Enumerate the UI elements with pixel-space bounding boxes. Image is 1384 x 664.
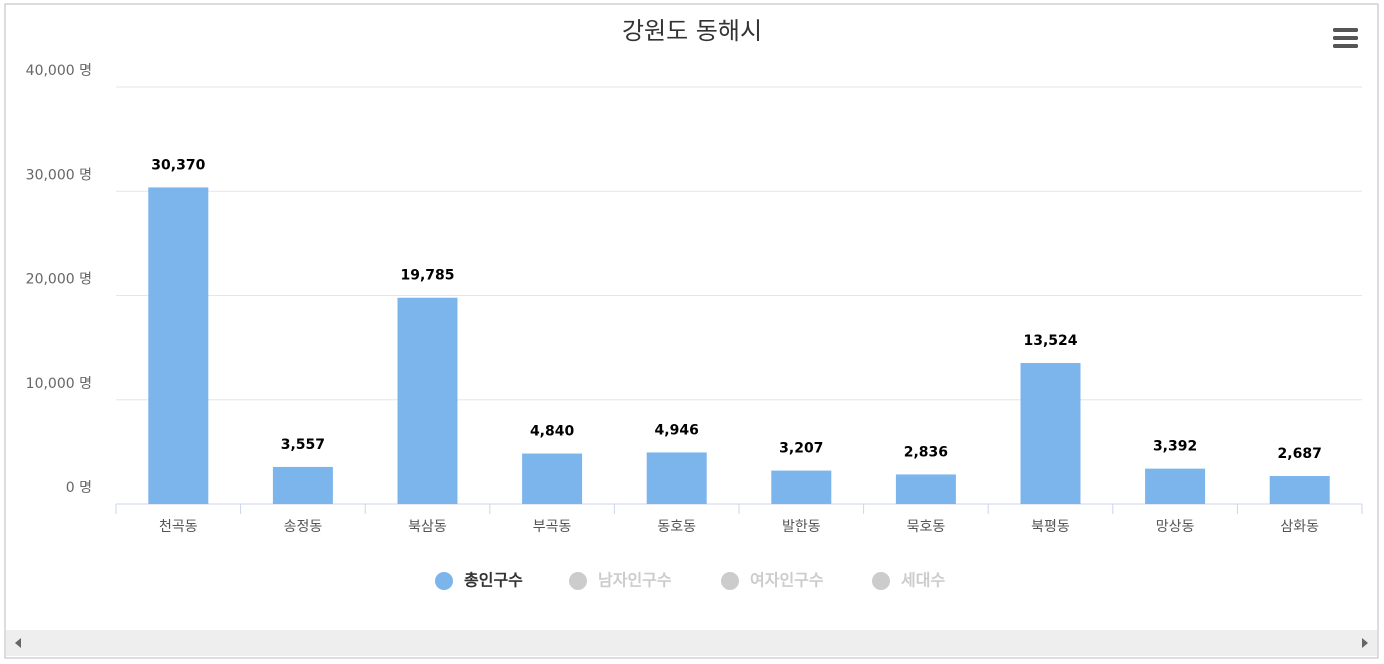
legend-label[interactable]: 남자인구수 <box>598 571 672 590</box>
data-label: 3,207 <box>779 441 823 457</box>
bar <box>522 453 583 504</box>
menu-bar[interactable] <box>1333 28 1358 32</box>
x-tick-label: 발한동 <box>782 519 821 535</box>
x-tick-label: 삼화동 <box>1280 519 1319 535</box>
x-tick-label: 망상동 <box>1156 519 1195 535</box>
legend-label[interactable]: 총인구수 <box>464 571 523 590</box>
legend-label[interactable]: 세대수 <box>901 571 945 590</box>
x-tick-label: 천곡동 <box>159 519 198 535</box>
x-tick-label: 송정동 <box>284 519 323 535</box>
bar <box>646 452 707 504</box>
data-label: 4,946 <box>655 422 699 438</box>
legend-label[interactable]: 여자인구수 <box>750 571 824 590</box>
bar <box>1020 363 1081 504</box>
x-tick-label: 부곡동 <box>533 519 572 535</box>
bar <box>272 466 333 504</box>
bar <box>397 297 458 504</box>
scroll-left[interactable] <box>15 638 21 648</box>
menu-bar[interactable] <box>1333 44 1358 48</box>
bar <box>771 470 832 504</box>
bar <box>895 474 956 504</box>
legend-marker[interactable] <box>721 572 739 590</box>
bar <box>148 187 209 504</box>
x-tick-label: 동호동 <box>657 519 696 535</box>
y-tick-label: 20,000 명 <box>26 272 92 288</box>
data-label: 30,370 <box>151 157 205 173</box>
x-tick-label: 묵호동 <box>907 519 946 535</box>
y-tick-label: 0 명 <box>66 480 92 496</box>
frame <box>4 3 1379 659</box>
legend-marker[interactable] <box>435 572 453 590</box>
y-tick-label: 10,000 명 <box>26 376 92 392</box>
x-tick-label: 북평동 <box>1031 519 1070 535</box>
legend-marker[interactable] <box>872 572 890 590</box>
data-label: 19,785 <box>400 268 454 284</box>
scroll-right[interactable] <box>1362 638 1368 648</box>
x-tick-label: 북삼동 <box>408 519 447 535</box>
menu-button[interactable] <box>1333 28 1358 48</box>
bar <box>1145 468 1206 504</box>
y-tick-label: 40,000 명 <box>26 63 92 79</box>
menu-bar[interactable] <box>1333 36 1358 40</box>
data-label: 4,840 <box>530 424 575 440</box>
chart-title: 강원도 동해시 <box>622 17 762 45</box>
data-label: 3,557 <box>281 437 325 453</box>
y-tick-label: 30,000 명 <box>26 167 92 183</box>
legend-marker[interactable] <box>569 572 587 590</box>
data-label: 13,524 <box>1023 333 1077 349</box>
data-label: 3,392 <box>1153 439 1197 455</box>
data-label: 2,836 <box>904 444 948 460</box>
data-label: 2,687 <box>1278 446 1322 462</box>
scrollbar[interactable] <box>6 630 1377 656</box>
bar <box>1269 475 1330 504</box>
